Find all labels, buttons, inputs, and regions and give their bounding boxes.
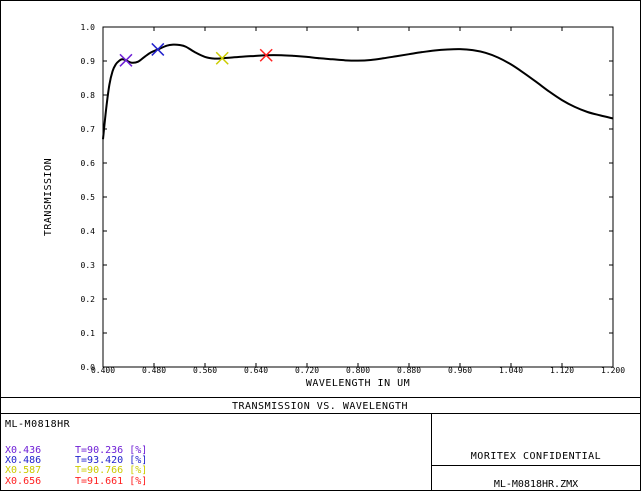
- wavelength-markers: [119, 42, 273, 67]
- legend-row: X0.587 T=90.766 [%]: [5, 465, 147, 476]
- legend-wavelength: X0.587: [5, 465, 41, 476]
- x-tick-label: 0.720: [295, 366, 319, 375]
- y-tick-label: 0.9: [81, 57, 96, 66]
- legend-transmission: T=93.420 [%]: [75, 455, 147, 466]
- legend-row: X0.486 T=93.420 [%]: [5, 455, 147, 466]
- x-tick-label: 0.400: [91, 366, 115, 375]
- x-tick-label: 1.200: [601, 366, 625, 375]
- x-tick-label: 0.960: [448, 366, 472, 375]
- legend-transmission: T=91.661 [%]: [75, 476, 147, 487]
- confidential-label: MORITEX CONFIDENTIAL: [471, 451, 601, 462]
- x-tick-label: 0.800: [346, 366, 370, 375]
- legend-wavelength: X0.656: [5, 476, 41, 487]
- x-tick-label: 1.040: [499, 366, 523, 375]
- wavelength-marker: [151, 42, 165, 56]
- y-tick-label: 1.0: [81, 23, 96, 32]
- legend-wavelength: X0.436: [5, 445, 41, 456]
- y-tick-label: 0.7: [81, 125, 96, 134]
- x-tick-label: 0.560: [193, 366, 217, 375]
- y-tick-labels: 0.0 0.1 0.2 0.3 0.4 0.5 0.6 0.7 0.8 0.9 1.0: [81, 23, 96, 372]
- y-tick-label: 0.6: [81, 159, 96, 168]
- legend-wavelength: X0.486: [5, 455, 41, 466]
- y-axis-title: TRANSMISSION: [43, 158, 54, 236]
- x-axis-title: WAVELENGTH IN UM: [306, 378, 410, 389]
- legend-row: X0.656 T=91.661 [%]: [5, 476, 147, 487]
- footer-title: TRANSMISSION VS. WAVELENGTH: [232, 401, 408, 412]
- wavelength-marker: [119, 53, 133, 67]
- y-tick-label: 0.1: [81, 329, 96, 338]
- y-tick-label: 0.4: [81, 227, 96, 236]
- filename-label: ML-M0818HR.ZMX: [494, 479, 578, 490]
- x-tick-label: 0.880: [397, 366, 421, 375]
- y-tick-label: 0.5: [81, 193, 96, 202]
- wavelength-marker: [259, 48, 273, 62]
- legend-transmission: T=90.236 [%]: [75, 445, 147, 456]
- wavelength-marker: [215, 51, 229, 65]
- x-tick-labels: 0.400 0.480 0.560 0.640 0.720 0.800 0.880 0.960…: [91, 366, 625, 375]
- x-tick-label: 1.120: [550, 366, 574, 375]
- y-tick-label: 0.3: [81, 261, 96, 270]
- legend-transmission: T=90.766 [%]: [75, 465, 147, 476]
- y-tick-label: 0.0: [81, 363, 96, 372]
- y-tick-label: 0.8: [81, 91, 96, 100]
- y-tick-label: 0.2: [81, 295, 96, 304]
- legend-row: X0.436 T=90.236 [%]: [5, 445, 147, 456]
- file-label: ML-M0818HR: [5, 419, 71, 430]
- x-tick-label: 0.480: [142, 366, 166, 375]
- transmission-curve: [102, 43, 614, 140]
- x-tick-label: 0.640: [244, 366, 268, 375]
